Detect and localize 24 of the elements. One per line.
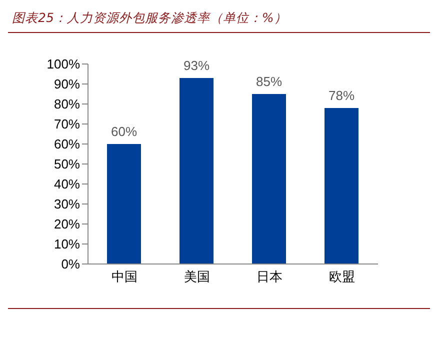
y-tick-label: 60% — [54, 136, 80, 152]
x-tick-label: 日本 — [256, 269, 282, 284]
y-tick-label: 0% — [61, 256, 80, 272]
y-tick-label: 100% — [46, 56, 80, 72]
y-tick-label: 30% — [54, 196, 80, 212]
y-tick-label: 80% — [54, 96, 80, 112]
x-tick-label: 欧盟 — [328, 269, 355, 284]
y-tick-label: 40% — [54, 176, 80, 192]
data-label: 93% — [183, 58, 210, 73]
y-tick-label: 10% — [54, 236, 80, 252]
y-tick-label: 90% — [54, 76, 80, 92]
bar — [107, 144, 141, 264]
data-label: 60% — [110, 124, 138, 139]
data-label: 85% — [256, 74, 282, 89]
x-tick-label: 美国 — [184, 269, 210, 284]
x-tick-label: 中国 — [111, 269, 138, 284]
chart-title: 图表25：人力资源外包服务渗透率（单位：%） — [12, 10, 287, 27]
data-label: 78% — [328, 88, 355, 103]
y-tick-label: 50% — [54, 156, 80, 172]
y-tick-label: 70% — [54, 116, 80, 132]
y-tick-label: 20% — [54, 216, 80, 232]
bar — [252, 94, 286, 264]
bar — [324, 108, 358, 264]
bar — [180, 78, 214, 264]
